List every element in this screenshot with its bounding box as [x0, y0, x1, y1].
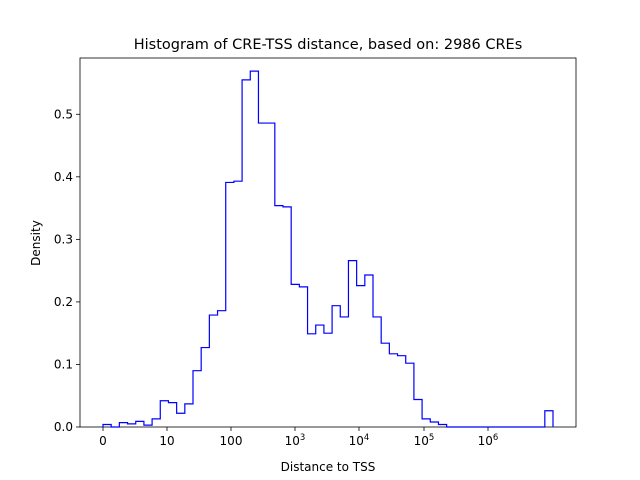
y-tick-label: 0.1 [54, 357, 73, 371]
y-tick-label: 0.2 [54, 295, 73, 309]
x-axis-label: Distance to TSS [281, 460, 376, 474]
x-axis: 0 10 100 103 104 105 106 [99, 427, 498, 448]
x-tick-label: 104 [349, 433, 370, 448]
x-tick-label: 103 [285, 433, 306, 448]
x-tick-label: 10 [159, 434, 174, 448]
x-tick-label: 106 [478, 433, 499, 448]
x-tick-label: 105 [414, 433, 435, 448]
y-tick-label: 0.0 [54, 420, 73, 434]
y-tick-label: 0.4 [54, 170, 73, 184]
x-tick-label: 0 [99, 434, 107, 448]
y-axis-label: Density [29, 220, 43, 266]
y-axis: 0.0 0.1 0.2 0.3 0.4 0.5 [54, 107, 80, 434]
x-tick-label: 100 [220, 434, 243, 448]
histogram-step-line [102, 70, 554, 428]
y-tick-label: 0.3 [54, 232, 73, 246]
y-tick-label: 0.5 [54, 107, 73, 121]
chart-title: Histogram of CRE-TSS distance, based on:… [134, 37, 523, 53]
plot-frame [79, 57, 577, 428]
